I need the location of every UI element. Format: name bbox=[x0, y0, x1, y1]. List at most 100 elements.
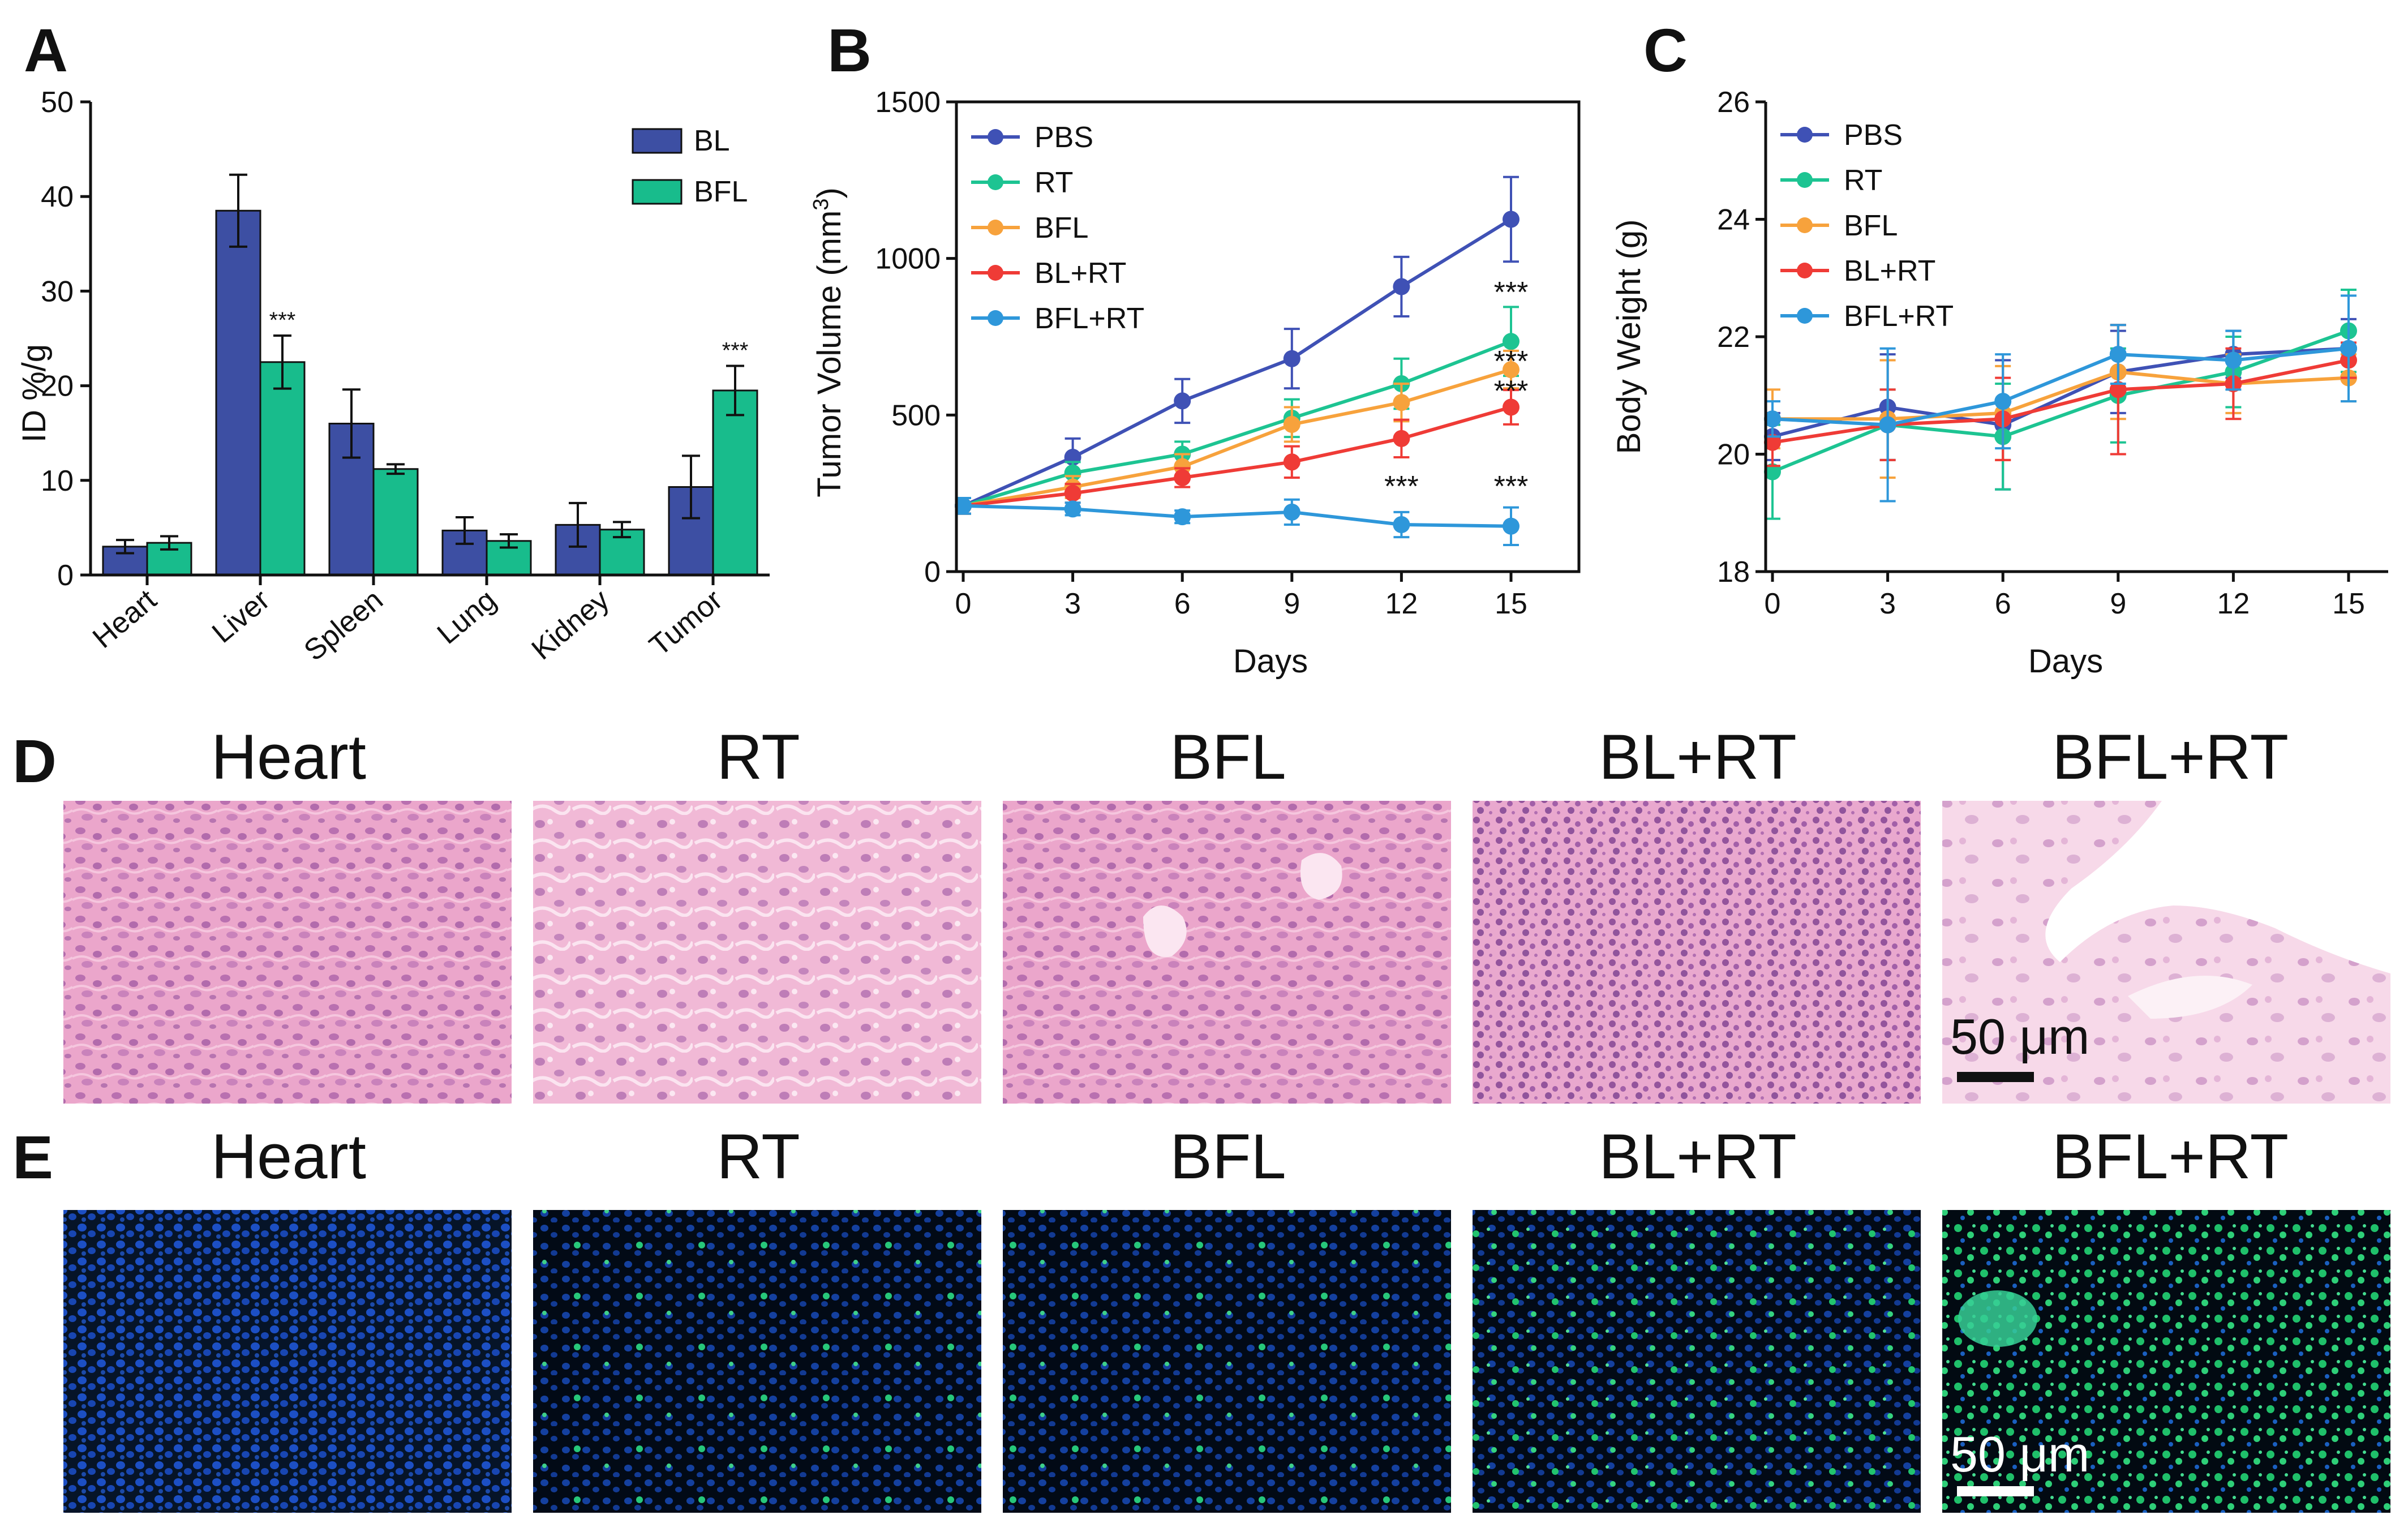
chart-b-y-tick-label-1000: 1000 bbox=[875, 243, 941, 276]
chart-c-line-rt bbox=[1771, 329, 2350, 474]
chart-c-axes: 18 20 22 24 26 0 3 6 9 12 15 bbox=[1717, 86, 2388, 620]
chart-c-point-rt-0 bbox=[1764, 463, 1781, 480]
chart-b-point-bl-rt-3 bbox=[1283, 453, 1300, 471]
chart-c-point-bfl-rt-5 bbox=[2340, 340, 2357, 357]
legend-label-bfl: BFL bbox=[694, 175, 748, 208]
chart-b-point-bfl-3 bbox=[1283, 415, 1300, 433]
chart-c-x-tick-label-3: 3 bbox=[1879, 587, 1896, 620]
panel-letter-d: D bbox=[12, 727, 57, 795]
chart-c-legend-marker-bl-rt bbox=[1797, 263, 1813, 278]
chart-c-legend-label-bl-rt: BL+RT bbox=[1844, 255, 1935, 287]
chart-b-point-bfl-5 bbox=[1503, 361, 1520, 379]
chart-c-line-pbs bbox=[1772, 346, 2349, 439]
chart-c-line-bl-rt bbox=[1772, 358, 2349, 444]
panel-letter-a: A bbox=[24, 16, 68, 84]
row-e-title-bl-rt: BL+RT bbox=[1599, 1121, 1797, 1192]
chart-b-x-tick-label-3: 3 bbox=[1065, 587, 1081, 620]
bar-bfl-tumor bbox=[712, 389, 758, 576]
chart-a-biodistribution: *** *** 0 10 20 30 40 50 Heart Liver Spleen Lung Ki… bbox=[16, 86, 770, 667]
he-image-bl-rt bbox=[1473, 801, 1921, 1104]
scale-bar-e-line bbox=[1957, 1486, 2034, 1496]
bar-bl-liver bbox=[215, 209, 261, 576]
chart-c-x-tick-label-15: 15 bbox=[2332, 587, 2365, 620]
chart-a-legend: BL BFL bbox=[632, 125, 748, 208]
panel-letter-b: B bbox=[827, 16, 872, 84]
chart-a-y-tick-label-10: 10 bbox=[41, 465, 74, 497]
chart-c-x-tick-label-9: 9 bbox=[2110, 587, 2126, 620]
chart-b-point-bl-rt-2 bbox=[1174, 469, 1191, 486]
chart-c-point-bl-rt-3 bbox=[2109, 381, 2127, 398]
significance-a-0: *** bbox=[269, 308, 296, 333]
he-image-heart bbox=[63, 801, 512, 1104]
chart-b-x-tick-label-9: 9 bbox=[1284, 587, 1300, 620]
chart-b-y-tick-label-1500: 1500 bbox=[875, 86, 941, 119]
chart-a-y-tick-label-40: 40 bbox=[41, 181, 74, 213]
chart-c-point-bfl-rt-1 bbox=[1879, 416, 1896, 434]
bar-bfl-spleen bbox=[372, 468, 419, 576]
chart-b-point-pbs-5 bbox=[1503, 211, 1520, 228]
legend-swatch-bfl bbox=[632, 179, 683, 205]
chart-b-line-pbs bbox=[962, 217, 1512, 508]
fl-image-bl-rt bbox=[1473, 1210, 1921, 1513]
chart-b-line-rt bbox=[963, 340, 1512, 508]
row-d-title-bfl: BFL bbox=[1170, 722, 1286, 792]
chart-b-significance-3: *** bbox=[1384, 470, 1419, 503]
bar-bfl-liver bbox=[259, 361, 306, 576]
chart-b-y-axis-title-main: Tumor Volume (mm bbox=[811, 211, 848, 497]
chart-a-x-tick-label-liver: Liver bbox=[206, 583, 276, 650]
scale-bar-e-label: 50 μm bbox=[1950, 1426, 2089, 1482]
chart-b-legend-label-bfl-rt: BFL+RT bbox=[1035, 302, 1144, 335]
chart-a-y-tick-label-30: 30 bbox=[41, 275, 74, 308]
he-image-bfl-rt bbox=[1942, 801, 2390, 1104]
significance-a-1: *** bbox=[722, 338, 749, 363]
chart-c-y-tick-label-18: 18 bbox=[1717, 556, 1750, 589]
chart-c-legend-marker-bfl bbox=[1797, 217, 1813, 233]
chart-b-point-bfl-rt-0 bbox=[955, 497, 972, 514]
chart-c-y-tick-label-24: 24 bbox=[1717, 204, 1750, 237]
chart-c-y-tick-label-26: 26 bbox=[1717, 86, 1750, 119]
chart-a-y-tick-label-50: 50 bbox=[41, 86, 74, 119]
chart-b-y-axis-title-end: ) bbox=[811, 187, 848, 198]
chart-c-legend-label-pbs: PBS bbox=[1844, 119, 1903, 152]
chart-b-point-bl-rt-1 bbox=[1064, 484, 1081, 502]
fl-image-heart bbox=[63, 1210, 512, 1513]
chart-b-y-axis-title: Tumor Volume (mm3) bbox=[809, 187, 848, 497]
chart-c-y-tick-label-22: 22 bbox=[1717, 321, 1750, 354]
row-d-title-heart: Heart bbox=[211, 722, 366, 792]
scale-bar-d-line bbox=[1957, 1072, 2034, 1082]
row-e-title-bfl-rt: BFL+RT bbox=[2052, 1121, 2289, 1192]
chart-b-significance-0: *** bbox=[1494, 276, 1529, 309]
chart-b-legend: PBS RT BFL BL+RT BFL+RT bbox=[971, 121, 1144, 335]
panel-letter-c: C bbox=[1643, 16, 1688, 84]
chart-b-y-axis-title-sup: 3 bbox=[809, 199, 833, 211]
chart-c-x-tick-label-6: 6 bbox=[1995, 587, 2011, 620]
chart-b-legend-marker-bl-rt bbox=[988, 265, 1003, 281]
chart-c-point-bfl-rt-3 bbox=[2109, 346, 2127, 363]
chart-a-x-tick-label-spleen: Spleen bbox=[298, 583, 389, 668]
chart-c-point-bfl-rt-2 bbox=[1994, 393, 2012, 410]
chart-b-x-tick-label-0: 0 bbox=[955, 587, 972, 620]
chart-a-axes: 0 10 20 30 40 50 Heart Liver Spleen Lung Kidney Tum… bbox=[41, 86, 770, 667]
chart-b-point-bfl-4 bbox=[1393, 394, 1410, 411]
chart-a-x-tick-label-tumor: Tumor bbox=[643, 583, 729, 663]
legend-label-bl: BL bbox=[694, 125, 730, 157]
chart-b-y-tick-label-500: 500 bbox=[891, 399, 941, 432]
chart-b-line-bl-rt bbox=[963, 405, 1512, 508]
chart-b-significance-1: *** bbox=[1494, 345, 1529, 378]
chart-b-point-bfl-rt-4 bbox=[1393, 516, 1410, 533]
chart-b-point-bl-rt-5 bbox=[1503, 398, 1520, 416]
fl-image-rt bbox=[533, 1210, 981, 1513]
chart-b-legend-marker-bfl-rt bbox=[988, 310, 1003, 326]
chart-c-legend-label-rt: RT bbox=[1844, 164, 1882, 197]
row-e-title-rt: RT bbox=[716, 1121, 800, 1192]
chart-a-x-tick-label-lung: Lung bbox=[431, 583, 503, 651]
chart-b-marks: ************ *** bbox=[955, 175, 1529, 546]
chart-b-legend-marker-rt bbox=[988, 174, 1003, 190]
chart-c-x-tick-label-12: 12 bbox=[2217, 587, 2250, 620]
chart-b-axes: 0 500 1000 1500 0 3 6 9 12 15 bbox=[875, 86, 1581, 620]
legend-swatch-bl bbox=[632, 128, 683, 154]
row-d-title-rt: RT bbox=[716, 722, 800, 792]
chart-a-y-axis-title: ID %/g bbox=[16, 344, 53, 443]
fl-image-bfl-rt bbox=[1942, 1210, 2390, 1513]
